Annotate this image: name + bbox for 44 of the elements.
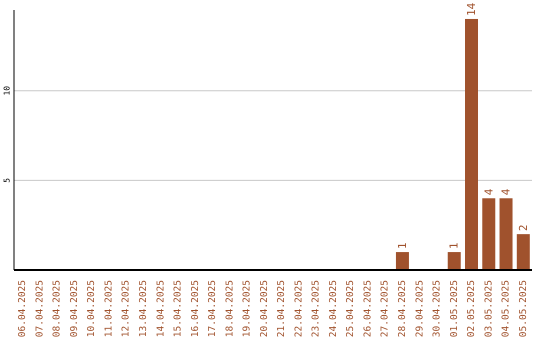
x-tick-label: 01.05.2025 <box>448 280 460 338</box>
x-tick-label: 14.04.2025 <box>155 280 166 338</box>
x-tick-label: 12.04.2025 <box>120 280 132 338</box>
x-tick-label: 26.04.2025 <box>362 280 374 338</box>
data-label: 4 <box>500 188 513 196</box>
bar <box>482 198 496 270</box>
data-label: 2 <box>516 224 530 232</box>
data-label: 14 <box>465 2 478 16</box>
x-tick-label: 30.04.2025 <box>432 280 443 338</box>
data-label: 1 <box>448 242 461 250</box>
x-tick-label: 25.04.2025 <box>345 280 356 338</box>
x-tick-label: 16.04.2025 <box>190 280 201 338</box>
x-tick-label: 06.04.2025 <box>17 280 28 338</box>
x-tick-label: 24.04.2025 <box>328 280 339 338</box>
bar <box>516 234 530 270</box>
data-label: 1 <box>396 242 409 250</box>
x-tick-label: 04.05.2025 <box>500 280 512 338</box>
x-tick-label: 21.04.2025 <box>276 280 288 338</box>
bar <box>448 252 461 270</box>
data-label: 4 <box>482 188 496 196</box>
y-tick-label: 10 <box>2 86 12 96</box>
x-tick-label: 15.04.2025 <box>172 280 184 338</box>
x-tick-label: 02.05.2025 <box>466 280 478 338</box>
x-tick-label: 10.04.2025 <box>86 280 98 338</box>
bar <box>396 252 409 270</box>
x-tick-label: 05.05.2025 <box>518 280 529 338</box>
x-tick-label: 17.04.2025 <box>207 280 218 338</box>
bar <box>465 18 478 270</box>
x-tick-label: 29.04.2025 <box>414 280 426 338</box>
x-tick-label: 09.04.2025 <box>68 280 80 338</box>
x-tick-label: 18.04.2025 <box>224 280 236 338</box>
x-tick-label: 07.04.2025 <box>34 280 46 338</box>
x-tick-label: 27.04.2025 <box>380 280 391 338</box>
x-tick-label: 28.04.2025 <box>397 280 408 338</box>
x-tick-label: 22.04.2025 <box>293 280 304 338</box>
x-tick-label: 23.04.2025 <box>310 280 322 338</box>
bar <box>500 198 513 270</box>
x-tick-label: 11.04.2025 <box>103 280 114 338</box>
x-tick-label: 13.04.2025 <box>138 280 149 338</box>
x-tick-label: 20.04.2025 <box>258 280 270 338</box>
x-tick-label: 19.04.2025 <box>242 280 253 338</box>
x-tick-label: 03.05.2025 <box>483 280 494 338</box>
y-tick-label: 5 <box>2 178 12 183</box>
x-tick-label: 08.04.2025 <box>52 280 63 338</box>
